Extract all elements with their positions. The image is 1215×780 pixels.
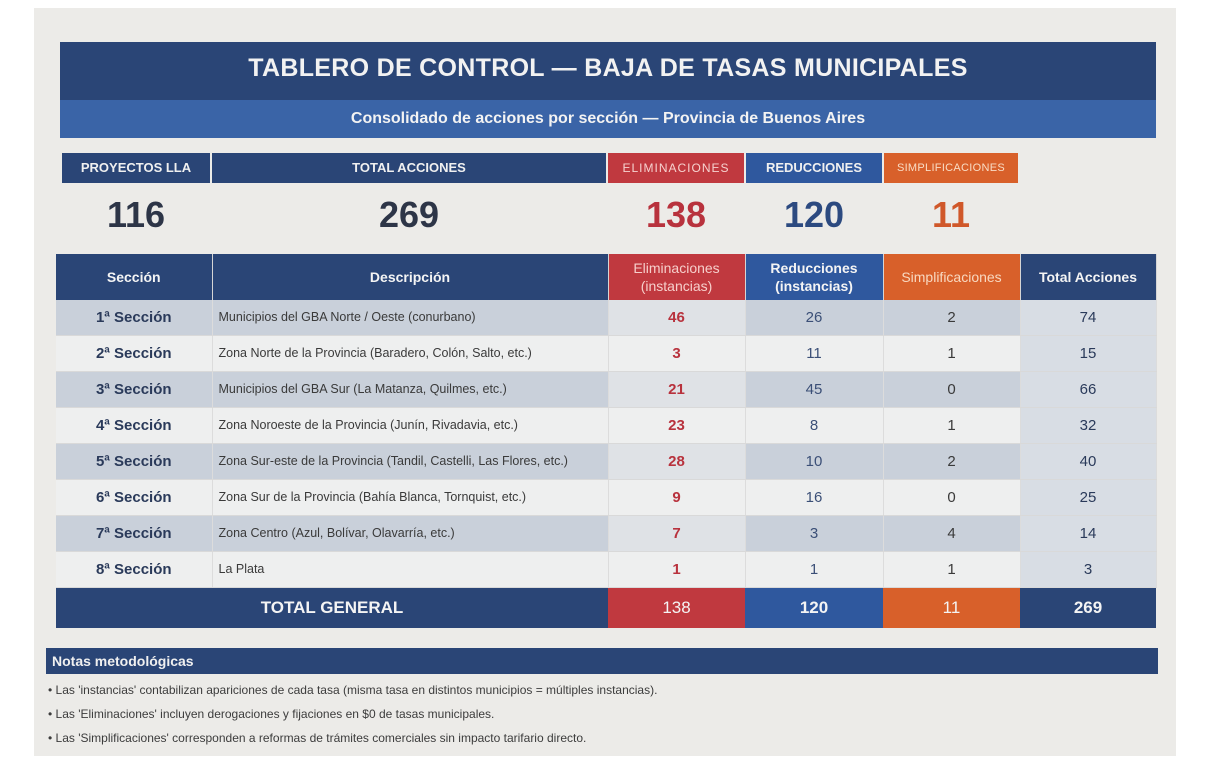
row-descripcion: Zona Noroeste de la Provincia (Junín, Ri…	[212, 407, 609, 444]
row-descripcion: Zona Sur de la Provincia (Bahía Blanca, …	[212, 479, 609, 516]
row-simplificaciones: 0	[883, 371, 1021, 408]
kpi-eliminaciones-value: 138	[645, 194, 707, 235]
table-row: 2ª Sección Zona Norte de la Provincia (B…	[56, 335, 1157, 372]
row-seccion: 1ª Sección	[56, 300, 213, 336]
row-reducciones: 16	[745, 479, 884, 516]
row-simplificaciones: 1	[883, 407, 1021, 444]
row-descripcion: Municipios del GBA Norte / Oeste (conurb…	[212, 300, 609, 336]
table-row: 3ª Sección Municipios del GBA Sur (La Ma…	[56, 371, 1157, 408]
row-eliminaciones: 28	[608, 443, 746, 480]
row-eliminaciones: 21	[608, 371, 746, 408]
row-reducciones: 10	[745, 443, 884, 480]
row-seccion: 6ª Sección	[56, 479, 213, 516]
row-seccion: 7ª Sección	[56, 515, 213, 552]
row-eliminaciones: 7	[608, 515, 746, 552]
notes-heading: Notas metodológicas	[46, 648, 1158, 674]
header-total: Total Acciones	[1020, 254, 1157, 300]
table-row: 5ª Sección Zona Sur-este de la Provincia…	[56, 443, 1157, 480]
row-reducciones: 3	[745, 515, 884, 552]
table-row: 8ª Sección La Plata 1 1 1 3	[56, 551, 1157, 588]
note-item: • Las 'Eliminaciones' incluyen derogacio…	[48, 707, 495, 721]
total-acciones: 269	[1020, 587, 1156, 628]
row-reducciones: 11	[745, 335, 884, 372]
row-descripcion: Zona Norte de la Provincia (Baradero, Co…	[212, 335, 609, 372]
row-eliminaciones: 46	[608, 300, 746, 336]
row-eliminaciones: 3	[608, 335, 746, 372]
row-seccion: 8ª Sección	[56, 551, 213, 588]
kpi-proyectos-value: 116	[106, 194, 166, 235]
row-seccion: 4ª Sección	[56, 407, 213, 444]
row-simplificaciones: 2	[883, 443, 1021, 480]
row-reducciones: 45	[745, 371, 884, 408]
total-reducciones: 120	[745, 587, 883, 628]
title-banner: TABLERO DE CONTROL — BAJA DE TASAS MUNIC…	[60, 42, 1156, 138]
kpi-total-label: TOTAL ACCIONES	[212, 153, 606, 183]
note-item: • Las 'instancias' contabilizan aparicio…	[48, 683, 658, 697]
row-simplificaciones: 1	[883, 335, 1021, 372]
header-descripcion: Descripción	[212, 254, 609, 300]
kpi-simplificaciones-label: SIMPLIFICACIONES	[884, 153, 1018, 183]
row-total: 40	[1020, 443, 1157, 480]
row-seccion: 5ª Sección	[56, 443, 213, 480]
row-reducciones: 8	[745, 407, 884, 444]
row-total: 3	[1020, 551, 1157, 588]
page-subtitle: Consolidado de acciones por sección — Pr…	[60, 100, 1156, 138]
sections-table: Sección Descripción Eliminaciones (insta…	[56, 254, 1157, 628]
row-descripcion: Zona Sur-este de la Provincia (Tandil, C…	[212, 443, 609, 480]
page-title: TABLERO DE CONTROL — BAJA DE TASAS MUNIC…	[248, 54, 968, 82]
kpi-eliminaciones-label: ELIMINACIONES	[608, 153, 744, 183]
row-total: 74	[1020, 300, 1157, 336]
row-seccion: 3ª Sección	[56, 371, 213, 408]
kpi-reducciones-value: 120	[783, 194, 845, 235]
row-descripcion: La Plata	[212, 551, 609, 588]
header-simplificaciones: Simplificaciones	[883, 254, 1021, 300]
row-descripcion: Municipios del GBA Sur (La Matanza, Quil…	[212, 371, 609, 408]
table-row: 1ª Sección Municipios del GBA Norte / Oe…	[56, 300, 1157, 336]
header-seccion: Sección	[56, 254, 213, 300]
row-total: 32	[1020, 407, 1157, 444]
row-reducciones: 26	[745, 300, 884, 336]
row-total: 25	[1020, 479, 1157, 516]
total-eliminaciones: 138	[608, 587, 745, 628]
row-simplificaciones: 0	[883, 479, 1021, 516]
note-item: • Las 'Simplificaciones' corresponden a …	[48, 731, 587, 745]
kpi-simplificaciones-value: 11	[931, 194, 971, 235]
row-simplificaciones: 2	[883, 300, 1021, 336]
table-row: 7ª Sección Zona Centro (Azul, Bolívar, O…	[56, 515, 1157, 552]
header-reducciones: Reducciones (instancias)	[745, 254, 884, 300]
row-descripcion: Zona Centro (Azul, Bolívar, Olavarría, e…	[212, 515, 609, 552]
row-eliminaciones: 1	[608, 551, 746, 588]
total-row: TOTAL GENERAL 138 120 11 269	[56, 587, 1156, 628]
row-total: 14	[1020, 515, 1157, 552]
row-reducciones: 1	[745, 551, 884, 588]
header-eliminaciones: Eliminaciones (instancias)	[608, 254, 746, 300]
kpi-proyectos-label: PROYECTOS LLA	[62, 153, 210, 183]
total-label: TOTAL GENERAL	[56, 587, 608, 628]
row-seccion: 2ª Sección	[56, 335, 213, 372]
row-total: 15	[1020, 335, 1157, 372]
table-row: 6ª Sección Zona Sur de la Provincia (Bah…	[56, 479, 1157, 516]
row-simplificaciones: 1	[883, 551, 1021, 588]
kpi-reducciones-label: REDUCCIONES	[746, 153, 882, 183]
row-eliminaciones: 9	[608, 479, 746, 516]
total-simplificaciones: 11	[883, 587, 1020, 628]
table-header-row: Sección Descripción Eliminaciones (insta…	[56, 254, 1157, 300]
kpi-total-value: 269	[378, 194, 440, 235]
table-row: 4ª Sección Zona Noroeste de la Provincia…	[56, 407, 1157, 444]
row-eliminaciones: 23	[608, 407, 746, 444]
row-total: 66	[1020, 371, 1157, 408]
row-simplificaciones: 4	[883, 515, 1021, 552]
